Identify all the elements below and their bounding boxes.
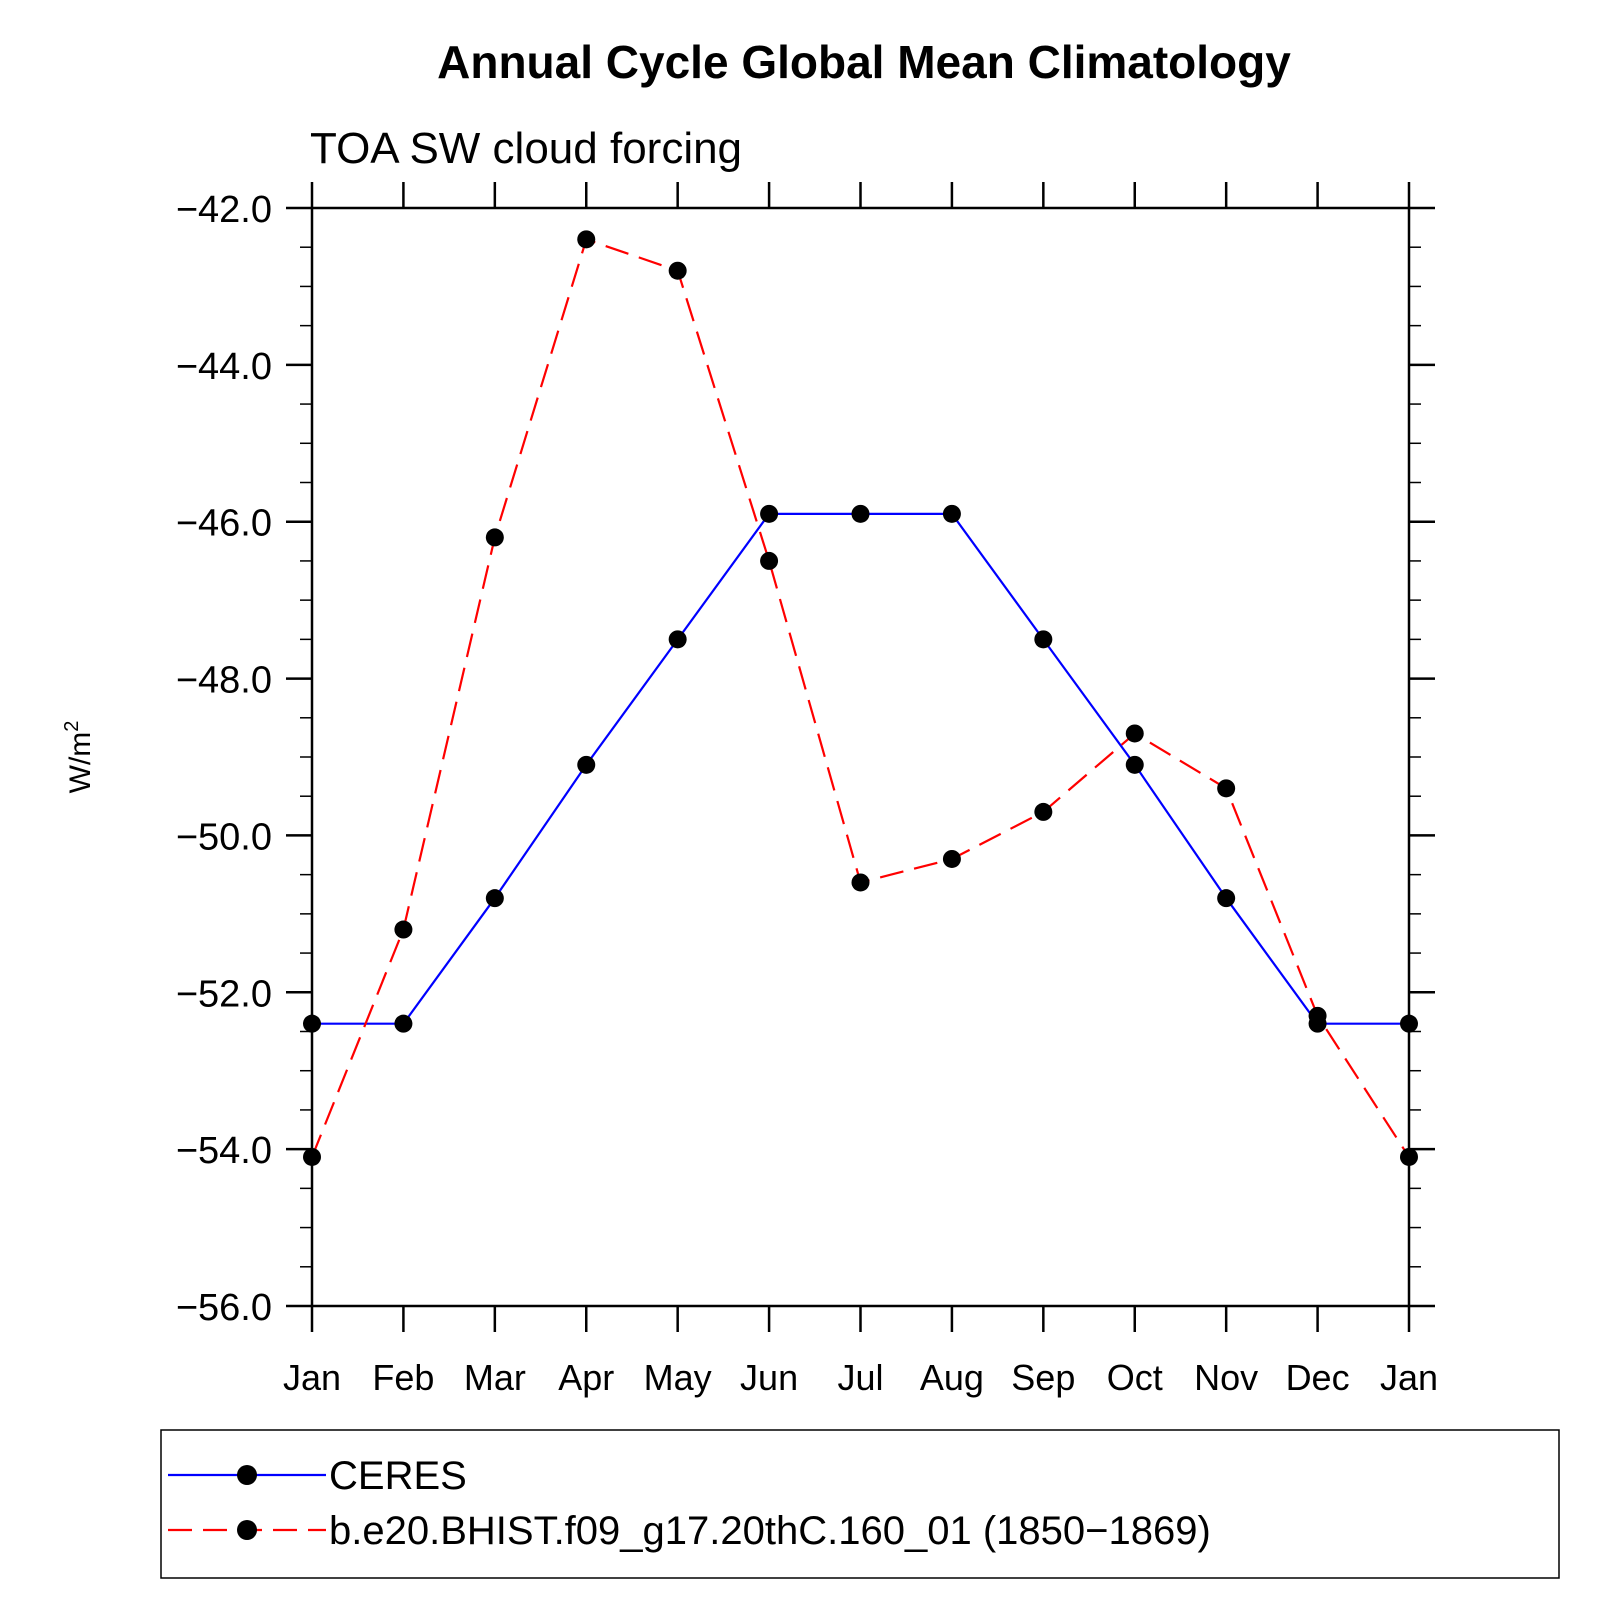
data-point	[851, 873, 870, 892]
y-tick-label: −54.0	[176, 1130, 272, 1172]
data-point	[760, 551, 779, 570]
y-tick-label: −56.0	[176, 1287, 272, 1329]
chart-subtitle: TOA SW cloud forcing	[310, 124, 742, 173]
y-tick-label: −52.0	[176, 973, 272, 1015]
x-tick-label: Jun	[740, 1357, 798, 1398]
plot-frame	[310, 206, 1411, 1308]
y-axis-label: W/m2	[61, 721, 97, 794]
svg-text:W/m2: W/m2	[61, 721, 97, 794]
data-point	[394, 1014, 413, 1033]
data-point	[1217, 779, 1236, 798]
data-point	[1034, 630, 1053, 649]
chart-title: Annual Cycle Global Mean Climatology	[437, 36, 1291, 88]
data-point	[760, 504, 779, 523]
legend-label: CERES	[329, 1454, 467, 1498]
y-tick-label: −46.0	[176, 503, 272, 545]
legend-items: CERES b.e20.BHIST.f09_g17.20thC.160_01 (1…	[168, 1454, 1211, 1553]
y-tick-label: −50.0	[176, 816, 272, 858]
data-point	[394, 920, 413, 939]
series-markers	[303, 230, 1418, 1166]
legend-marker	[237, 1520, 257, 1540]
y-tick-label: −42.0	[176, 189, 272, 231]
data-point	[668, 630, 687, 649]
y-tick-label: −44.0	[176, 346, 272, 388]
y-axis-label-superscript: 2	[61, 721, 83, 732]
data-point	[485, 889, 504, 908]
data-point	[1217, 889, 1236, 908]
series-line-1	[310, 237, 1410, 1158]
legend-box	[160, 1429, 1560, 1579]
data-point	[1125, 724, 1144, 743]
series-line-0	[312, 512, 1409, 1025]
data-point	[668, 261, 687, 280]
x-tick-label: Aug	[920, 1357, 984, 1398]
data-point	[485, 528, 504, 547]
x-tick-label: Feb	[372, 1357, 434, 1398]
x-tick-label: Oct	[1107, 1357, 1163, 1398]
legend-label: b.e20.BHIST.f09_g17.20thC.160_01 (1850−1…	[329, 1509, 1211, 1553]
y-axis-label-text: W/m	[64, 732, 97, 794]
x-tick-label: Jan	[283, 1357, 341, 1398]
data-point	[1125, 755, 1144, 774]
x-tick-label: Mar	[464, 1357, 526, 1398]
x-tick-label: May	[644, 1357, 712, 1398]
x-tick-label: Dec	[1286, 1357, 1350, 1398]
axis-ticks	[286, 182, 1435, 1332]
data-point	[1308, 1006, 1327, 1025]
legend: CERES b.e20.BHIST.f09_g17.20thC.160_01 (1…	[160, 1429, 1560, 1579]
tick-labels: Jan Feb Mar Apr May Jun Jul Aug Sep Oct Nov Dec Jan−…	[176, 189, 1438, 1398]
x-tick-label: Sep	[1011, 1357, 1075, 1398]
data-point	[942, 849, 961, 868]
legend-marker	[237, 1465, 257, 1485]
data-point	[1034, 802, 1053, 821]
data-point	[577, 755, 596, 774]
x-tick-label: Apr	[558, 1357, 614, 1398]
data-point	[851, 504, 870, 523]
y-tick-label: −48.0	[176, 660, 272, 702]
x-tick-label: Nov	[1194, 1357, 1258, 1398]
x-tick-label: Jan	[1380, 1357, 1438, 1398]
x-tick-label: Jul	[837, 1357, 883, 1398]
data-point	[942, 504, 961, 523]
data-point	[577, 230, 596, 249]
series-lines	[310, 237, 1410, 1158]
